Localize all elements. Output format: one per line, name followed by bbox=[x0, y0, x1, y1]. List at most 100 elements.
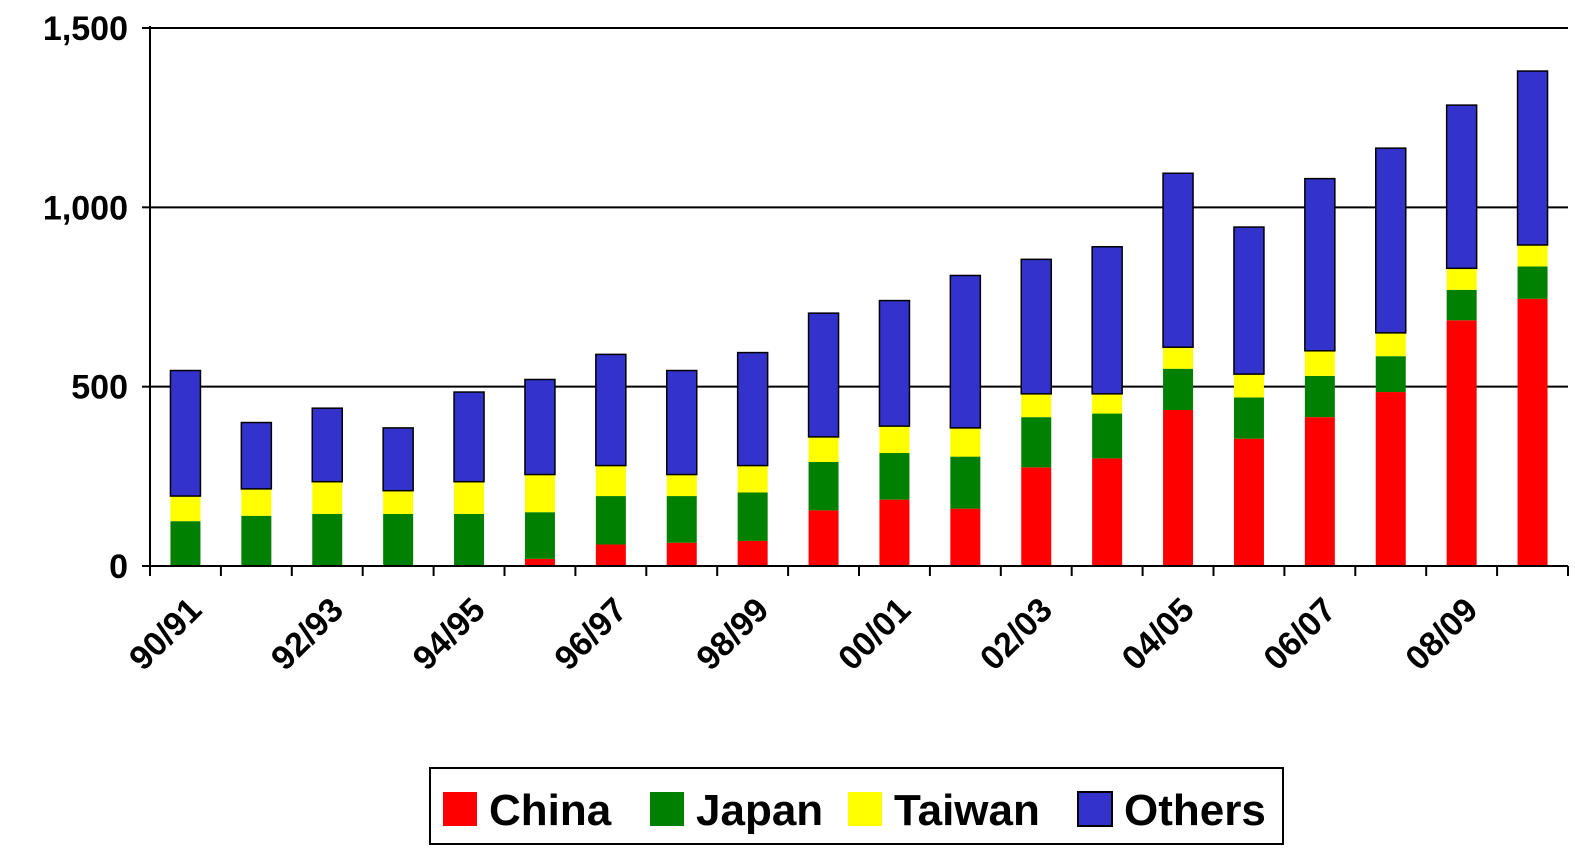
bar-japan-98-99 bbox=[737, 492, 768, 541]
bar-outline-05-06 bbox=[1233, 226, 1265, 375]
bar-japan-96-97 bbox=[595, 496, 626, 545]
bar-china-06-07 bbox=[1304, 417, 1335, 566]
bar-taiwan-91-92 bbox=[241, 488, 272, 516]
legend-label-japan: Japan bbox=[696, 786, 823, 835]
bar-japan-01-02 bbox=[950, 456, 981, 509]
bar-taiwan-01-02 bbox=[950, 427, 981, 457]
legend-label-others: Others bbox=[1124, 786, 1266, 835]
bar-outline-07-08 bbox=[1375, 147, 1407, 334]
bar-china-04-05 bbox=[1163, 409, 1194, 566]
x-tick-label-08-09: 08/09 bbox=[1398, 591, 1485, 678]
bar-taiwan-95-96 bbox=[524, 474, 555, 513]
bar-others-07-08 bbox=[1375, 148, 1406, 333]
legend-swatch-taiwan bbox=[848, 792, 882, 826]
bar-outline-91-92 bbox=[240, 421, 273, 490]
bar-china-01-02 bbox=[950, 508, 981, 566]
bar-others-92-93 bbox=[312, 408, 343, 482]
bar-others-94-95 bbox=[454, 392, 485, 482]
bar-others-04-05 bbox=[1163, 173, 1194, 348]
bar-outline-08-09 bbox=[1445, 104, 1478, 270]
bar-japan-95-96 bbox=[524, 512, 555, 559]
bar-outline-93-94 bbox=[382, 427, 414, 492]
bar-others-05-06 bbox=[1233, 227, 1264, 375]
bar-japan-93-94 bbox=[383, 513, 414, 566]
legend-swatch-china bbox=[443, 792, 477, 826]
bar-others-95-96 bbox=[524, 379, 555, 475]
bar-outline-98-99 bbox=[736, 351, 769, 467]
bar-taiwan-07-08 bbox=[1375, 332, 1406, 357]
x-tick-label-02-03: 02/03 bbox=[973, 591, 1060, 678]
x-tick-label-98-99: 98/99 bbox=[689, 591, 776, 678]
bar-taiwan-94-95 bbox=[454, 481, 485, 514]
bar-china-02-03 bbox=[1021, 467, 1052, 566]
bar-china-98-99 bbox=[737, 540, 768, 566]
legend-label-taiwan: Taiwan bbox=[894, 786, 1040, 835]
bar-outline-90-91 bbox=[169, 369, 202, 497]
bar-japan-08-09 bbox=[1446, 289, 1477, 321]
bar-others-96-97 bbox=[595, 354, 626, 466]
bar-others-03-04 bbox=[1092, 246, 1123, 394]
y-tick-label-1500: 1,500 bbox=[43, 10, 128, 48]
x-tick-label-06-07: 06/07 bbox=[1256, 591, 1343, 678]
bar-others-91-92 bbox=[241, 422, 272, 489]
bar-taiwan-04-05 bbox=[1163, 347, 1194, 369]
bar-china-03-04 bbox=[1092, 458, 1123, 566]
bar-japan-99-00 bbox=[808, 461, 839, 511]
bar-japan-94-95 bbox=[454, 513, 485, 566]
bar-others-00-01 bbox=[879, 300, 910, 427]
bar-outline-96-97 bbox=[595, 353, 627, 467]
bar-others-90-91 bbox=[170, 370, 201, 497]
bar-japan-04-05 bbox=[1163, 368, 1194, 410]
x-tick-label-04-05: 04/05 bbox=[1115, 591, 1202, 678]
bar-outline-09-10 bbox=[1516, 70, 1549, 246]
x-tick-label-96-97: 96/97 bbox=[547, 591, 634, 678]
bar-taiwan-00-01 bbox=[879, 426, 910, 454]
bar-china-99-00 bbox=[808, 510, 839, 566]
bar-taiwan-97-98 bbox=[666, 474, 697, 497]
bar-outline-03-04 bbox=[1091, 246, 1123, 395]
bar-china-00-01 bbox=[879, 499, 910, 566]
bar-taiwan-92-93 bbox=[312, 481, 343, 514]
bar-outline-95-96 bbox=[524, 378, 556, 476]
bar-china-05-06 bbox=[1233, 438, 1264, 566]
bar-outline-97-98 bbox=[666, 369, 698, 476]
bar-china-08-09 bbox=[1446, 320, 1477, 566]
legend-swatch-others bbox=[1077, 791, 1113, 827]
bar-outline-94-95 bbox=[453, 391, 485, 483]
bar-taiwan-93-94 bbox=[383, 490, 414, 514]
bar-others-93-94 bbox=[383, 427, 414, 491]
bar-taiwan-90-91 bbox=[170, 496, 201, 522]
bar-japan-03-04 bbox=[1092, 413, 1123, 459]
bar-others-02-03 bbox=[1021, 259, 1052, 394]
bar-china-09-10 bbox=[1517, 298, 1548, 566]
bar-taiwan-09-10 bbox=[1517, 244, 1548, 267]
bar-taiwan-06-07 bbox=[1304, 350, 1335, 376]
bar-taiwan-96-97 bbox=[595, 465, 626, 497]
bar-japan-09-10 bbox=[1517, 266, 1548, 299]
bar-taiwan-08-09 bbox=[1446, 268, 1477, 290]
bar-others-98-99 bbox=[737, 352, 768, 466]
bar-japan-02-03 bbox=[1021, 417, 1052, 468]
bar-japan-90-91 bbox=[170, 521, 201, 566]
bar-japan-97-98 bbox=[666, 496, 697, 543]
bar-others-97-98 bbox=[666, 370, 697, 475]
bar-china-95-96 bbox=[524, 558, 555, 566]
x-tick-label-90-91: 90/91 bbox=[122, 591, 209, 678]
bar-others-09-10 bbox=[1517, 71, 1548, 245]
bar-japan-06-07 bbox=[1304, 375, 1335, 418]
bar-japan-05-06 bbox=[1233, 397, 1264, 439]
bar-japan-91-92 bbox=[241, 515, 272, 566]
bar-others-99-00 bbox=[808, 313, 839, 437]
bar-taiwan-99-00 bbox=[808, 436, 839, 462]
bar-china-07-08 bbox=[1375, 392, 1406, 566]
bar-china-97-98 bbox=[666, 542, 697, 566]
bar-outline-04-05 bbox=[1162, 172, 1194, 348]
bar-outline-06-07 bbox=[1304, 177, 1336, 352]
bar-others-06-07 bbox=[1304, 178, 1335, 351]
legend-swatch-japan bbox=[650, 792, 684, 826]
bar-others-01-02 bbox=[950, 275, 981, 428]
bar-japan-92-93 bbox=[312, 513, 343, 566]
x-tick-label-00-01: 00/01 bbox=[831, 591, 918, 678]
